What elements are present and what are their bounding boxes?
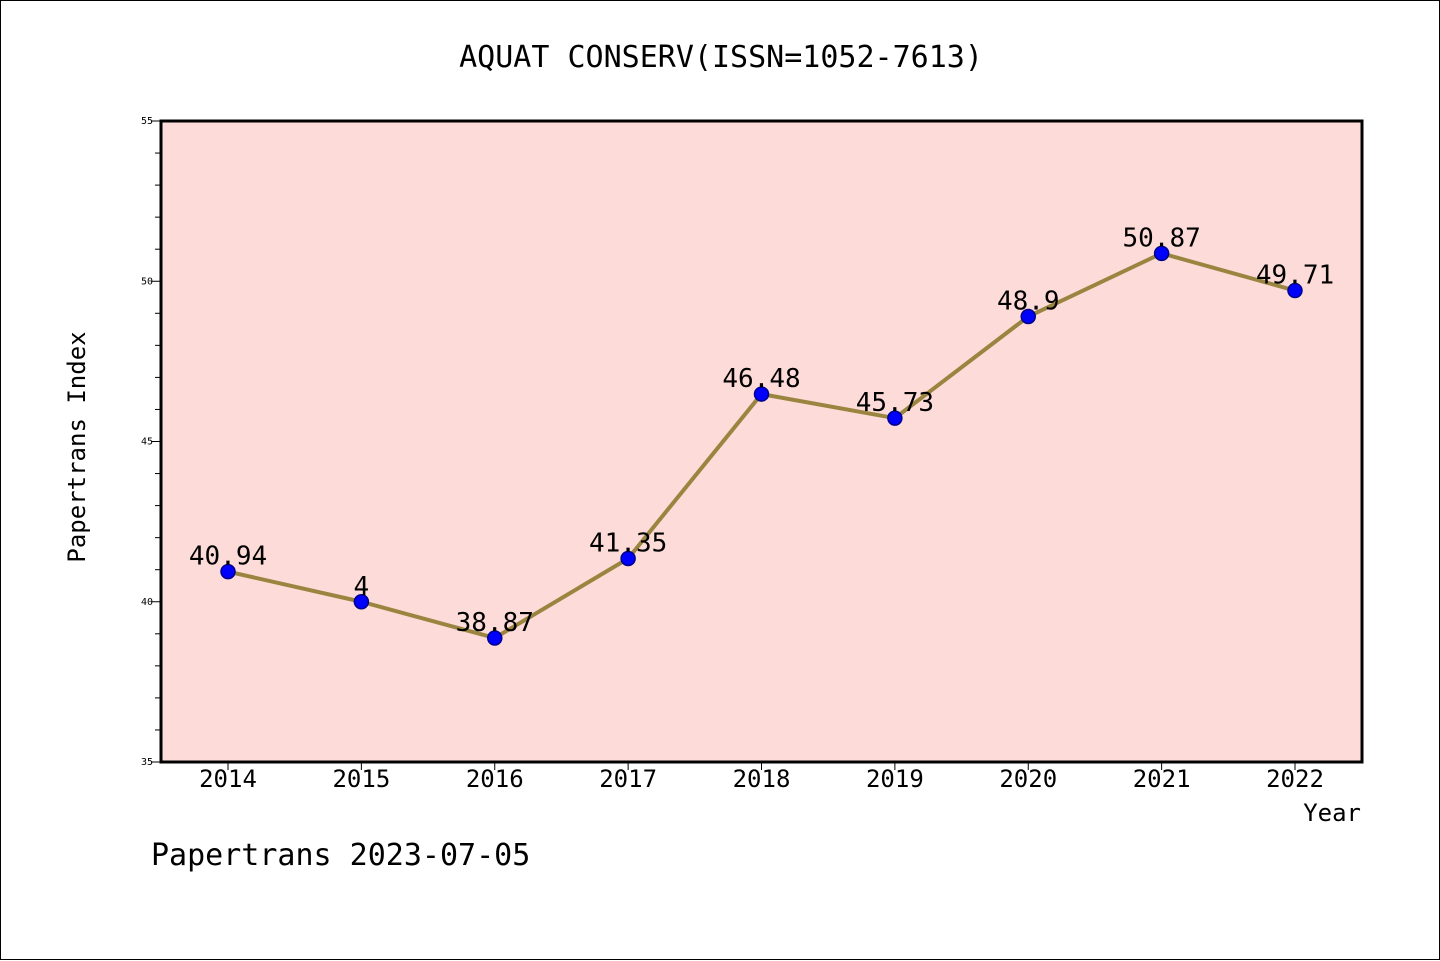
data-points bbox=[220, 245, 1303, 646]
y-tick-label: 45 bbox=[141, 437, 153, 448]
x-tick-label: 2014 bbox=[199, 765, 257, 793]
data-label: 41.35 bbox=[589, 528, 667, 558]
data-point bbox=[1153, 245, 1170, 262]
data-labels: 40.94 4 38.87 41.35 46.48 45.73 48.9 50.87 49.71 bbox=[189, 223, 1334, 638]
data-label: 50.87 bbox=[1122, 223, 1200, 253]
data-label: 48.9 bbox=[997, 287, 1060, 317]
data-point bbox=[353, 594, 370, 610]
data-label: 46.48 bbox=[722, 364, 800, 394]
data-point bbox=[1287, 282, 1303, 299]
plot-area bbox=[159, 119, 1364, 764]
data-point bbox=[887, 410, 903, 426]
x-axis-label: Year bbox=[1303, 799, 1361, 827]
y-tick-label: 40 bbox=[141, 597, 153, 608]
x-tick-label: 2021 bbox=[1133, 765, 1191, 793]
x-tick-label: 2020 bbox=[999, 765, 1057, 793]
data-label: 45.73 bbox=[856, 388, 934, 418]
data-point bbox=[487, 630, 503, 646]
y-tick-label: 55 bbox=[141, 116, 153, 127]
footer-watermark: Papertrans 2023-07-05 bbox=[151, 838, 530, 873]
y-axis: 35 40 45 50 55 bbox=[141, 116, 161, 768]
data-point bbox=[220, 563, 236, 580]
x-tick-label: 2016 bbox=[466, 765, 524, 793]
data-label: 49.71 bbox=[1256, 261, 1334, 291]
y-axis-label: Papertrans Index bbox=[63, 331, 91, 562]
x-tick-label: 2015 bbox=[332, 765, 390, 793]
y-tick-label: 35 bbox=[141, 757, 153, 768]
data-point bbox=[1020, 308, 1036, 325]
x-tick-label: 2022 bbox=[1266, 765, 1324, 793]
chart-title: AQUAT CONSERV(ISSN=1052-7613) bbox=[459, 40, 983, 75]
x-axis: 2014 2015 2016 2017 2018 2019 2020 2021 2022 bbox=[199, 762, 1324, 793]
y-tick-label: 50 bbox=[141, 276, 153, 287]
data-label: 38.87 bbox=[456, 608, 534, 638]
data-label: 40.94 bbox=[189, 542, 267, 572]
x-tick-label: 2017 bbox=[599, 765, 657, 793]
x-tick-label: 2018 bbox=[733, 765, 791, 793]
data-point bbox=[620, 550, 636, 567]
x-tick-label: 2019 bbox=[866, 765, 924, 793]
data-label: 4 bbox=[354, 572, 370, 602]
data-point bbox=[753, 386, 770, 402]
